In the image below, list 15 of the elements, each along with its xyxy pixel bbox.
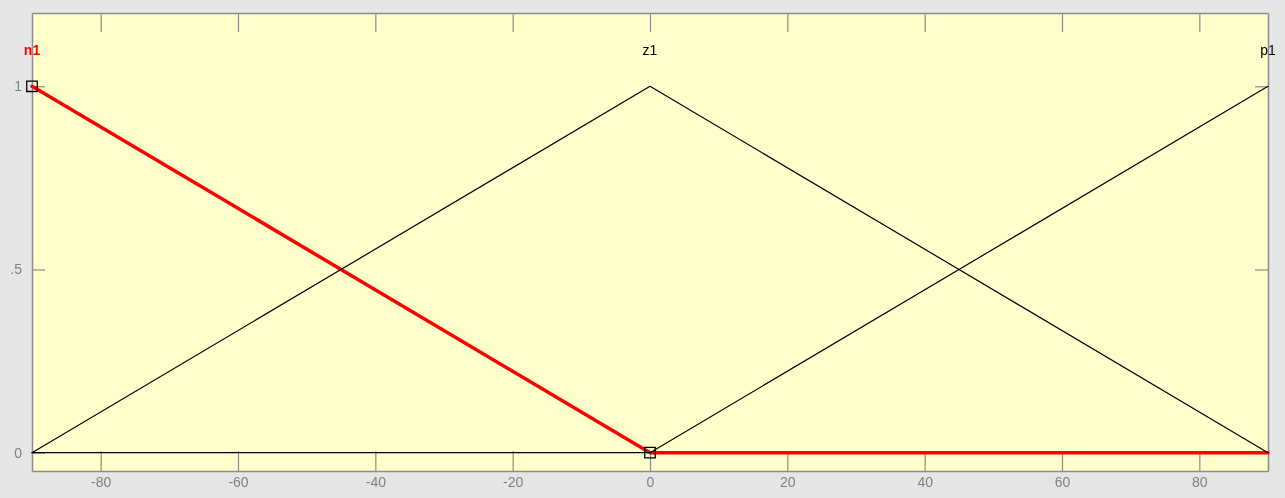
x-tick-label: -20 — [503, 473, 524, 490]
x-tick-label: 0 — [646, 473, 655, 490]
x-tick-label: -40 — [365, 473, 387, 490]
x-tick-label: 60 — [1054, 473, 1071, 490]
x-tick-label: -80 — [91, 473, 112, 490]
x-tick-label: 20 — [780, 473, 796, 490]
y-tick-label: .5 — [10, 261, 23, 278]
text: z1 — [642, 42, 658, 58]
text: n1 — [23, 42, 41, 58]
y-tick-label: 1 — [14, 78, 23, 95]
x-tick-label: -60 — [228, 473, 249, 490]
x-tick-label: 80 — [1192, 473, 1208, 490]
y-tick-label: 0 — [14, 444, 23, 461]
text: p1 — [1260, 42, 1276, 58]
x-tick-label: 40 — [917, 473, 934, 490]
